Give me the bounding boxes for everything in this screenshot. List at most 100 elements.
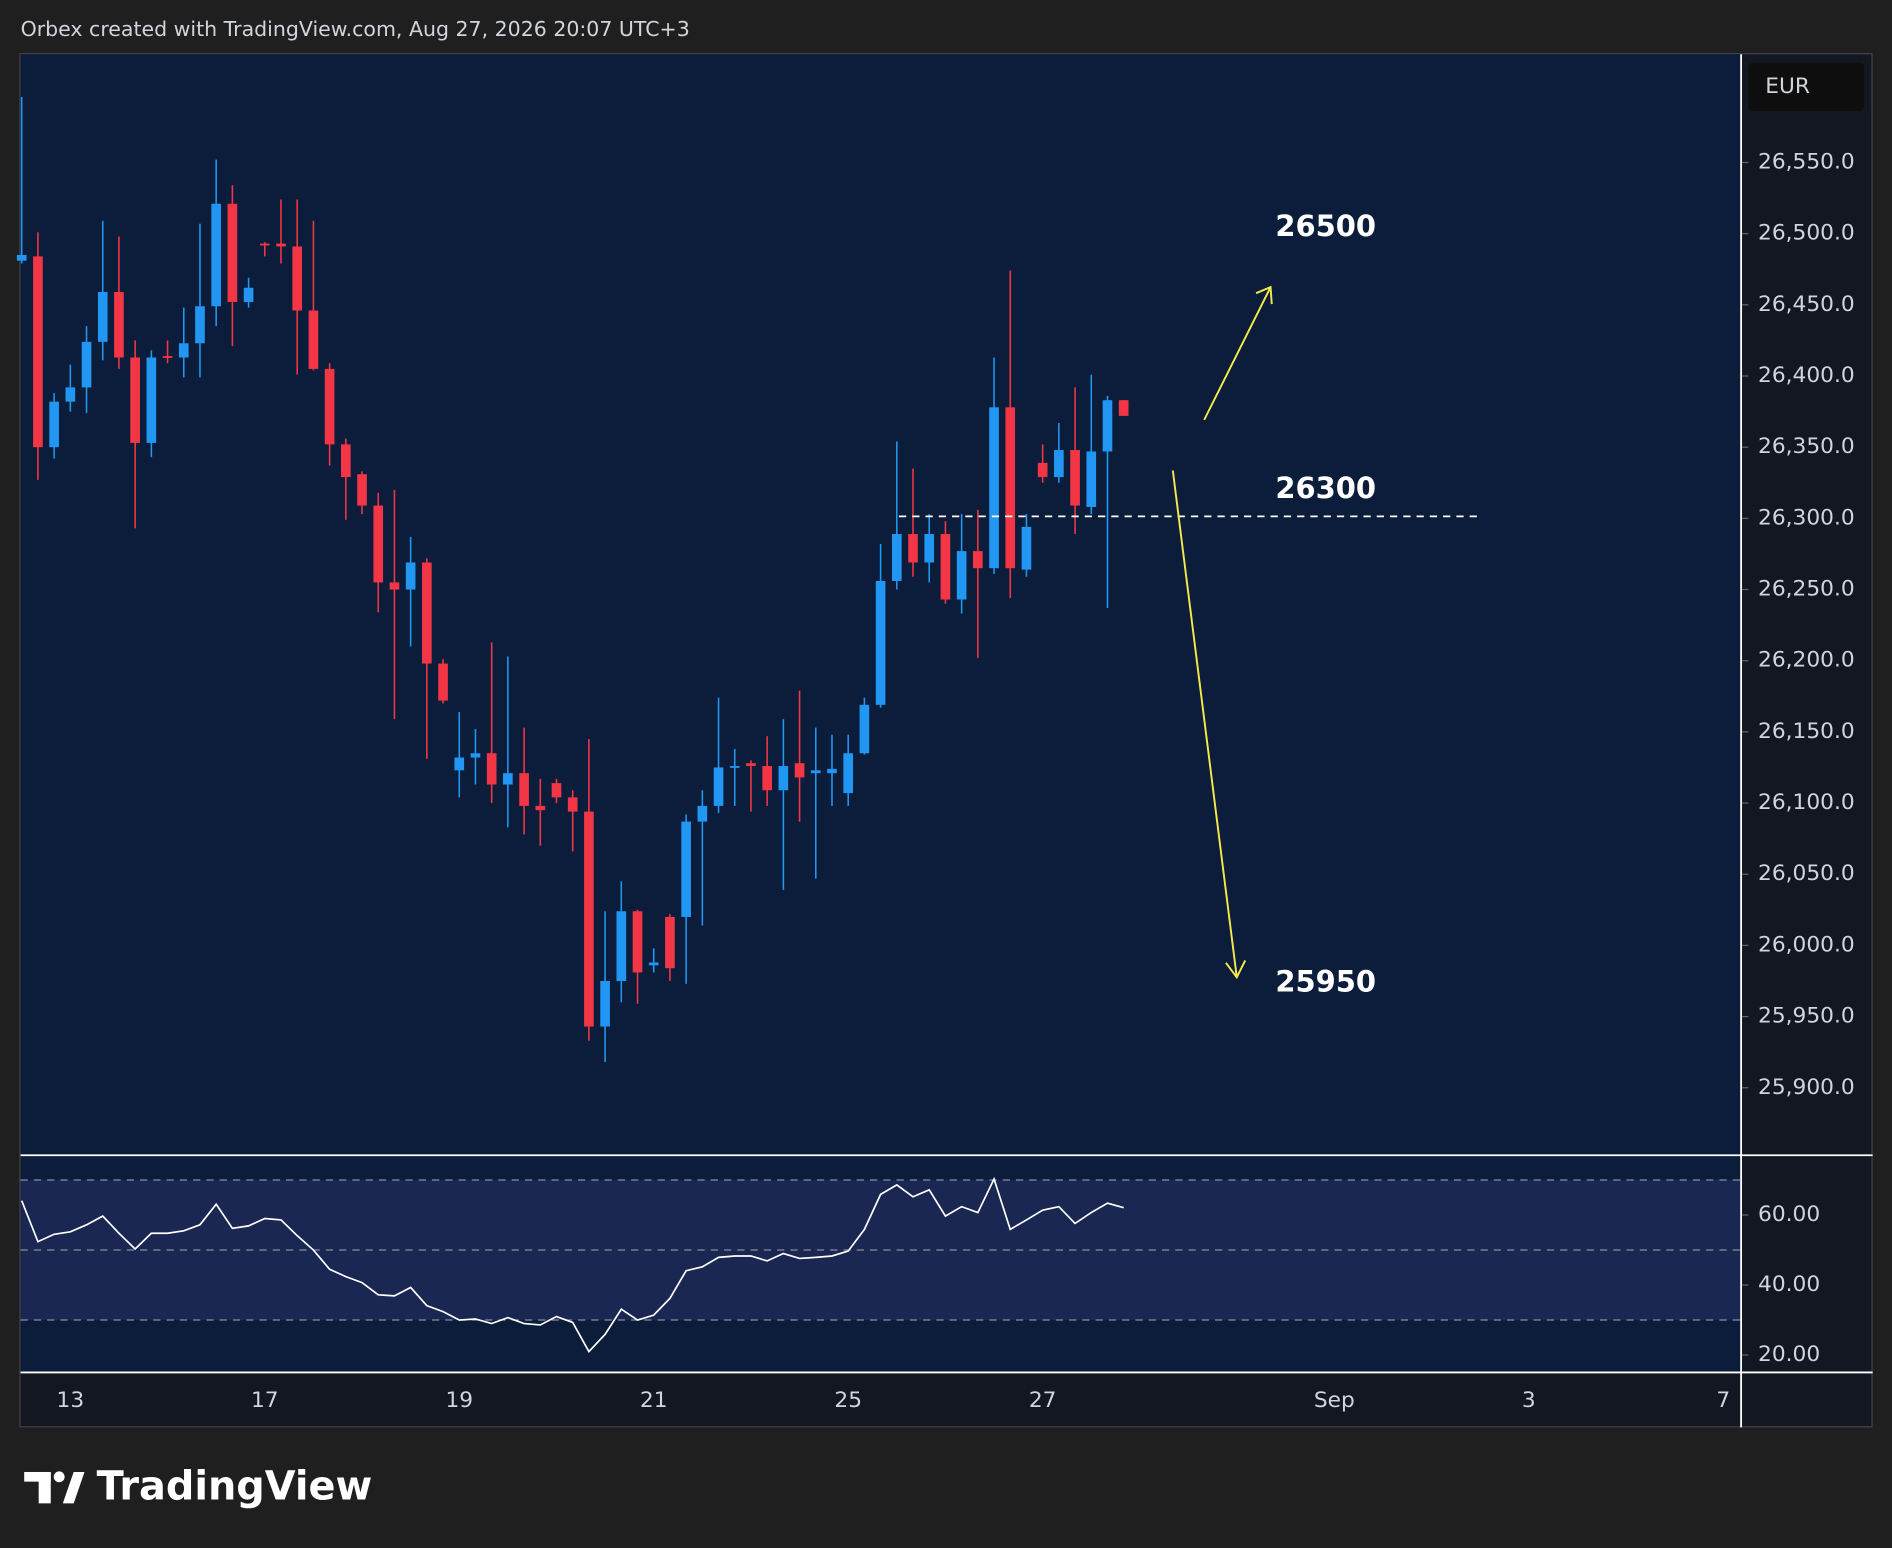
x-tick-label: 3 xyxy=(1522,1388,1536,1413)
candle-body xyxy=(81,341,92,388)
candle-body xyxy=(65,387,76,402)
candle-body xyxy=(875,580,886,705)
candle-body xyxy=(438,663,448,701)
candle-body xyxy=(956,551,967,600)
candle-body xyxy=(373,505,384,583)
candle-body xyxy=(762,766,772,791)
arrow-down-head xyxy=(1225,959,1247,980)
candle-body xyxy=(600,980,610,1027)
candle-body xyxy=(535,805,546,811)
candle-body xyxy=(49,401,59,448)
x-tick-label: 19 xyxy=(445,1388,473,1413)
candle-body xyxy=(211,203,222,307)
y-tick-label: 26,100.0 xyxy=(1758,790,1855,815)
candle-body xyxy=(340,444,351,478)
y-tick-label: 60.00 xyxy=(1758,1202,1820,1227)
header-title: Orbex created with TradingView.com, Aug … xyxy=(21,17,690,41)
logo-part xyxy=(53,1471,65,1483)
arrows xyxy=(1171,285,1273,980)
candle-body xyxy=(827,768,837,774)
candle-body xyxy=(276,243,286,247)
candle-body xyxy=(697,805,708,822)
candle-body xyxy=(324,368,335,445)
candle-body xyxy=(794,763,805,778)
candle-body xyxy=(665,916,675,969)
candle-body xyxy=(454,757,465,771)
candle-body xyxy=(1005,407,1016,569)
y-tick-label: 26,150.0 xyxy=(1758,719,1855,744)
x-tick-label: 17 xyxy=(251,1388,279,1413)
candle-body xyxy=(908,534,918,563)
y-tick-label: 26,450.0 xyxy=(1758,292,1855,317)
annotation: 26500 xyxy=(1275,209,1376,243)
candle-body xyxy=(243,287,254,302)
y-tick-label: 26,300.0 xyxy=(1758,505,1855,530)
candle-body xyxy=(259,243,270,246)
logo-part xyxy=(62,1471,85,1504)
candle-body xyxy=(33,256,43,448)
candle-body xyxy=(1086,451,1097,507)
brand-logo xyxy=(24,1471,85,1504)
y-tick-label: 26,250.0 xyxy=(1758,577,1855,602)
candle-body xyxy=(292,246,303,311)
candle-body xyxy=(584,811,594,1027)
candle-body xyxy=(470,753,481,758)
candle-body xyxy=(486,753,497,785)
candle-body xyxy=(1102,400,1113,452)
y-tick-label: 25,900.0 xyxy=(1758,1075,1855,1100)
x-tick-label: 7 xyxy=(1716,1388,1730,1413)
candle-body xyxy=(146,357,157,443)
candle-body xyxy=(632,911,643,973)
candle-body xyxy=(891,534,902,581)
y-tick-label: 26,350.0 xyxy=(1758,434,1855,459)
candle-body xyxy=(422,562,432,664)
rsi-line xyxy=(20,1176,1124,1353)
candle-body xyxy=(1070,450,1080,506)
candle-body xyxy=(746,763,756,767)
candle-body xyxy=(713,767,724,806)
logo-part xyxy=(24,1471,51,1482)
currency-box[interactable] xyxy=(1748,62,1865,112)
brand: TradingView xyxy=(97,1463,373,1509)
y-tick-label: 40.00 xyxy=(1758,1272,1820,1297)
candle-body xyxy=(227,203,238,302)
y-tick-label: 20.00 xyxy=(1758,1342,1820,1367)
candle-body xyxy=(616,911,627,981)
currency-label: EUR xyxy=(1765,74,1810,99)
arrow-up-head xyxy=(1255,285,1273,305)
y-tick-label: 26,000.0 xyxy=(1758,932,1855,957)
candle-body xyxy=(1037,462,1048,478)
y-tick-label: 26,500.0 xyxy=(1758,221,1855,246)
candle-body xyxy=(681,821,691,917)
logo-part xyxy=(38,1471,51,1504)
candle-body xyxy=(973,551,983,569)
candle-body xyxy=(16,255,27,261)
candle-body xyxy=(357,474,367,506)
candle-body xyxy=(924,534,935,563)
x-tick-label: Sep xyxy=(1314,1388,1355,1413)
candle-body xyxy=(405,562,416,590)
candle-body xyxy=(1021,526,1032,570)
candle-body xyxy=(551,783,562,798)
y-tick-label: 26,400.0 xyxy=(1758,363,1855,388)
candle-body xyxy=(519,773,529,806)
candle-body xyxy=(843,753,854,794)
x-tick-label: 25 xyxy=(834,1388,862,1413)
y-tick-label: 26,050.0 xyxy=(1758,861,1855,886)
candle-body xyxy=(989,407,999,569)
time-axis xyxy=(20,1373,1742,1427)
candle-body xyxy=(130,357,140,443)
candle-body xyxy=(195,306,205,344)
x-tick-label: 27 xyxy=(1029,1388,1057,1413)
candle-body xyxy=(178,343,189,358)
candle-body xyxy=(567,797,578,812)
x-tick-label: 21 xyxy=(640,1388,668,1413)
arrow-up xyxy=(1203,286,1272,421)
annotation: 25950 xyxy=(1275,964,1376,998)
candle-body xyxy=(1054,450,1064,478)
candle-body xyxy=(859,704,870,754)
x-tick-label: 13 xyxy=(57,1388,85,1413)
y-tick-label: 26,200.0 xyxy=(1758,648,1855,673)
